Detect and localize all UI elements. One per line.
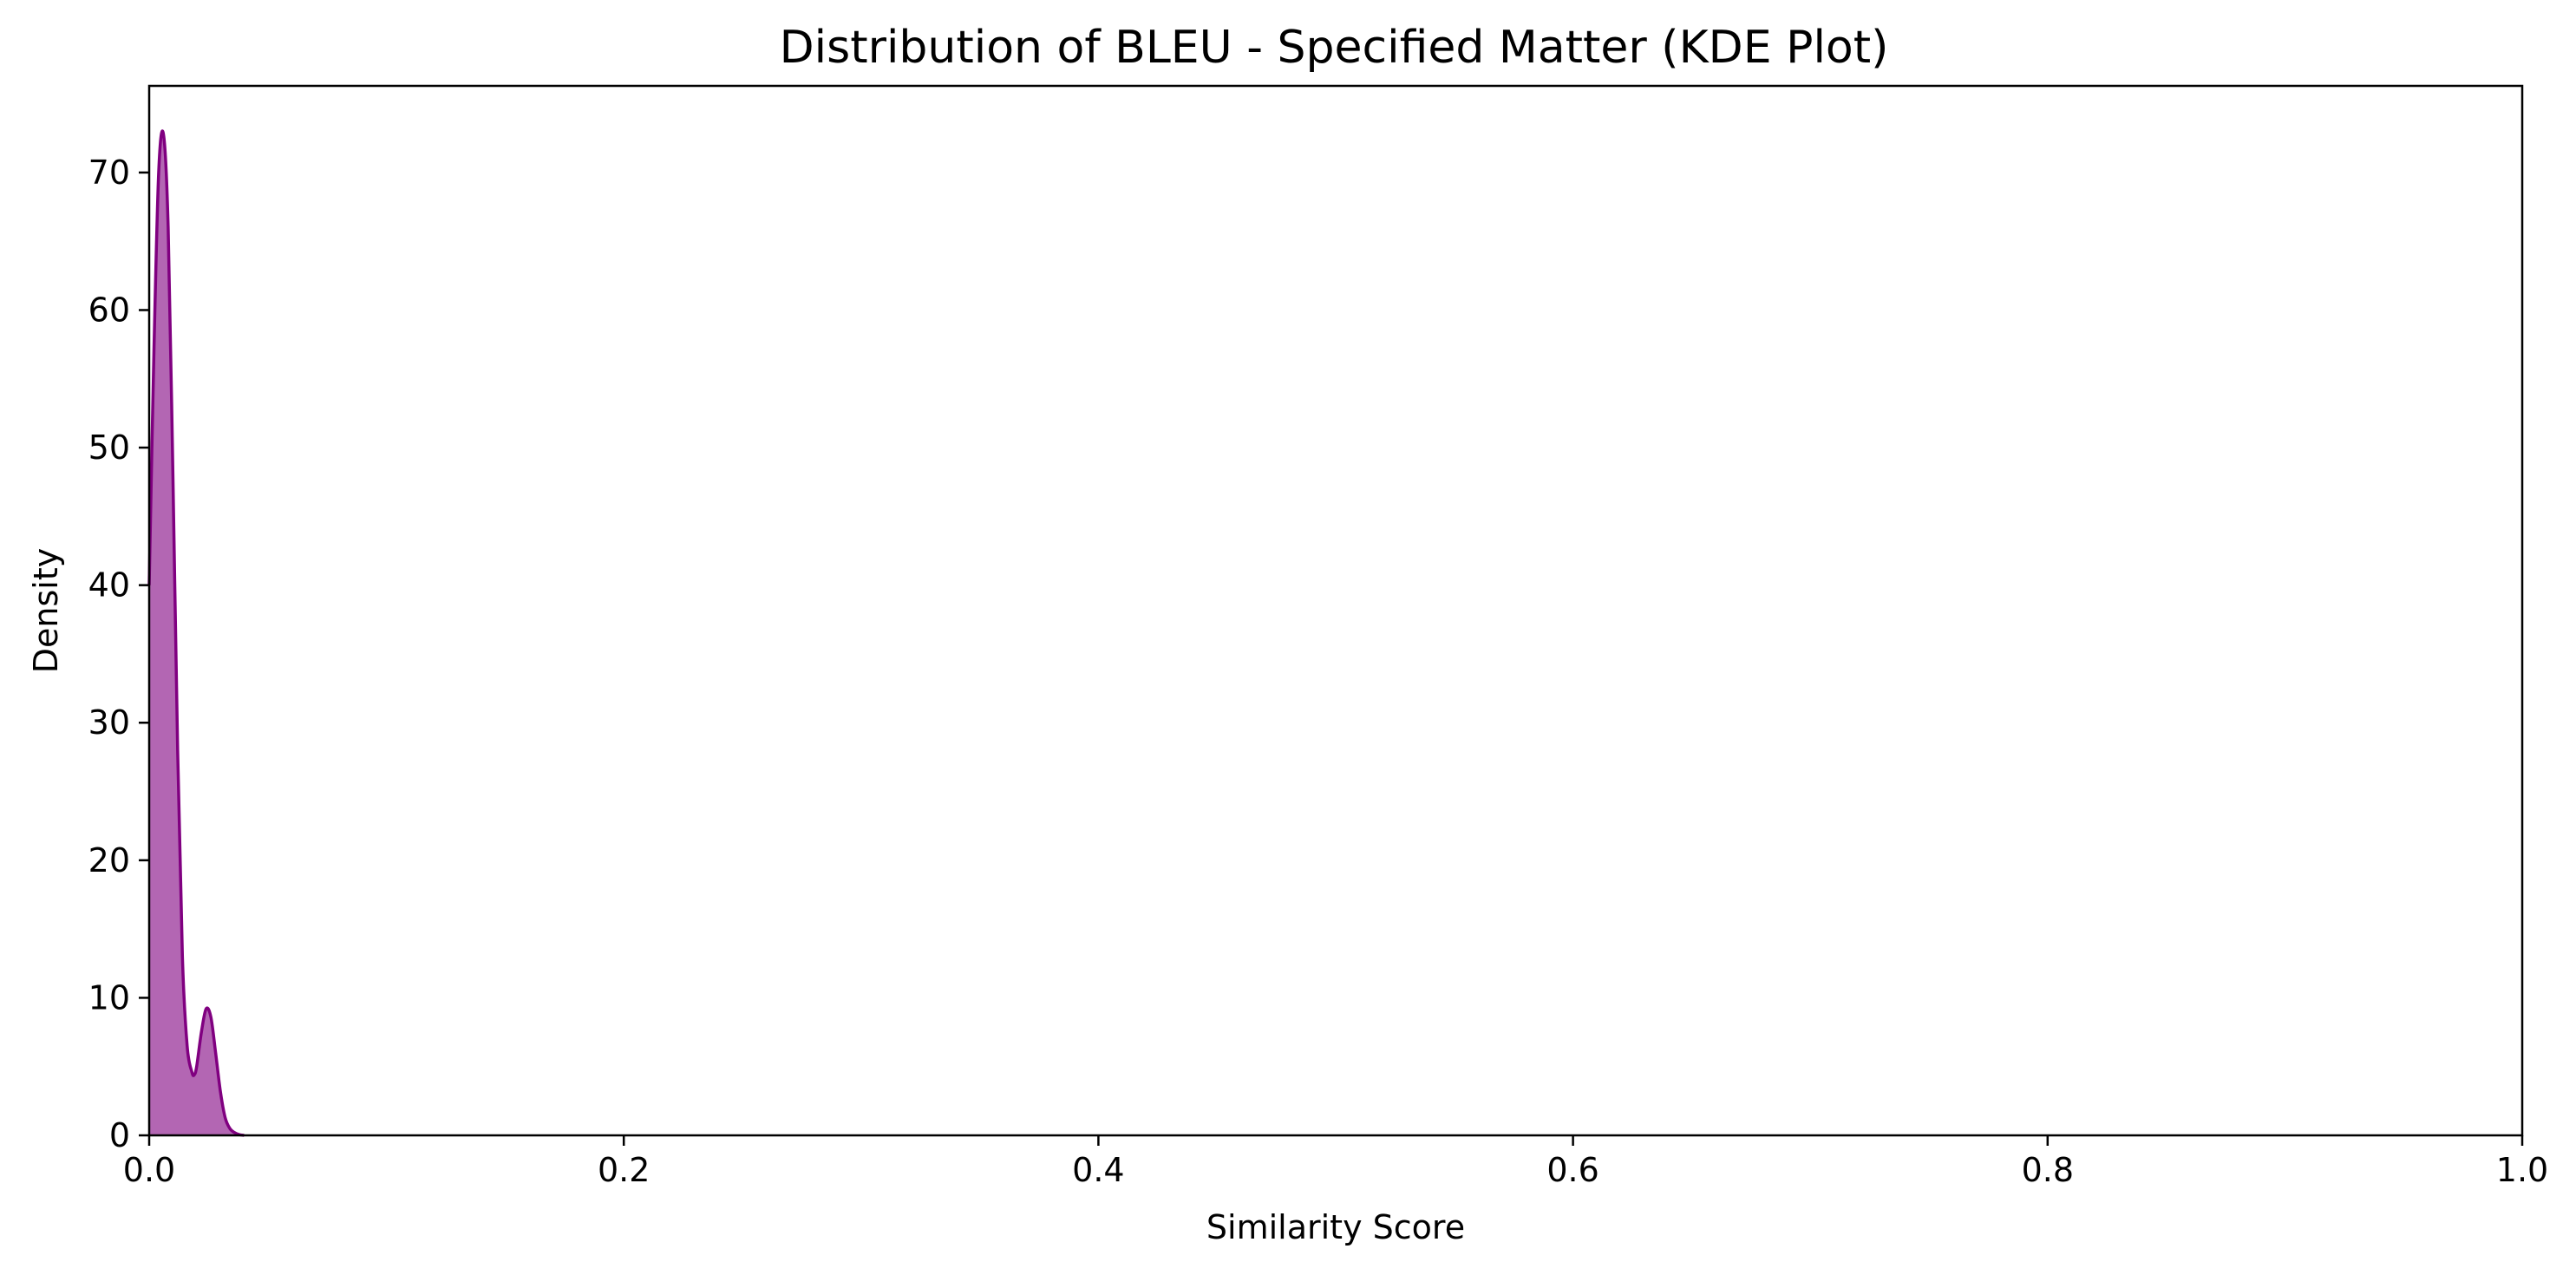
chart-title: Distribution of BLEU - Specified Matter … (780, 22, 1889, 74)
x-tick-label: 0.4 (1072, 1151, 1124, 1189)
kde-curve-line (147, 129, 245, 1137)
axis-ticks: 0.0 0.2 0.4 0.6 0.8 1.0 0 10 20 30 40 50 60 70 (88, 154, 2549, 1189)
x-tick-label: 0.2 (598, 1151, 650, 1189)
x-tick-label: 0.8 (2022, 1151, 2074, 1189)
y-tick-label: 50 (88, 428, 130, 467)
x-axis-label: Similarity Score (1206, 1208, 1465, 1246)
y-tick-label: 30 (88, 703, 130, 742)
y-tick-label: 0 (109, 1116, 130, 1154)
x-tick-label: 1.0 (2496, 1151, 2548, 1189)
plot-area (147, 129, 245, 1137)
y-tick-label: 20 (88, 841, 130, 879)
y-tick-label: 60 (88, 291, 130, 329)
y-tick-label: 70 (88, 154, 130, 192)
y-tick-label: 10 (88, 978, 130, 1017)
x-tick-label: 0.0 (123, 1151, 175, 1189)
y-tick-label: 40 (88, 566, 130, 605)
x-tick-label: 0.6 (1546, 1151, 1599, 1189)
axes-frame (147, 84, 2524, 1137)
kde-area-fill (149, 131, 245, 1135)
y-axis-label: Density (27, 548, 65, 673)
